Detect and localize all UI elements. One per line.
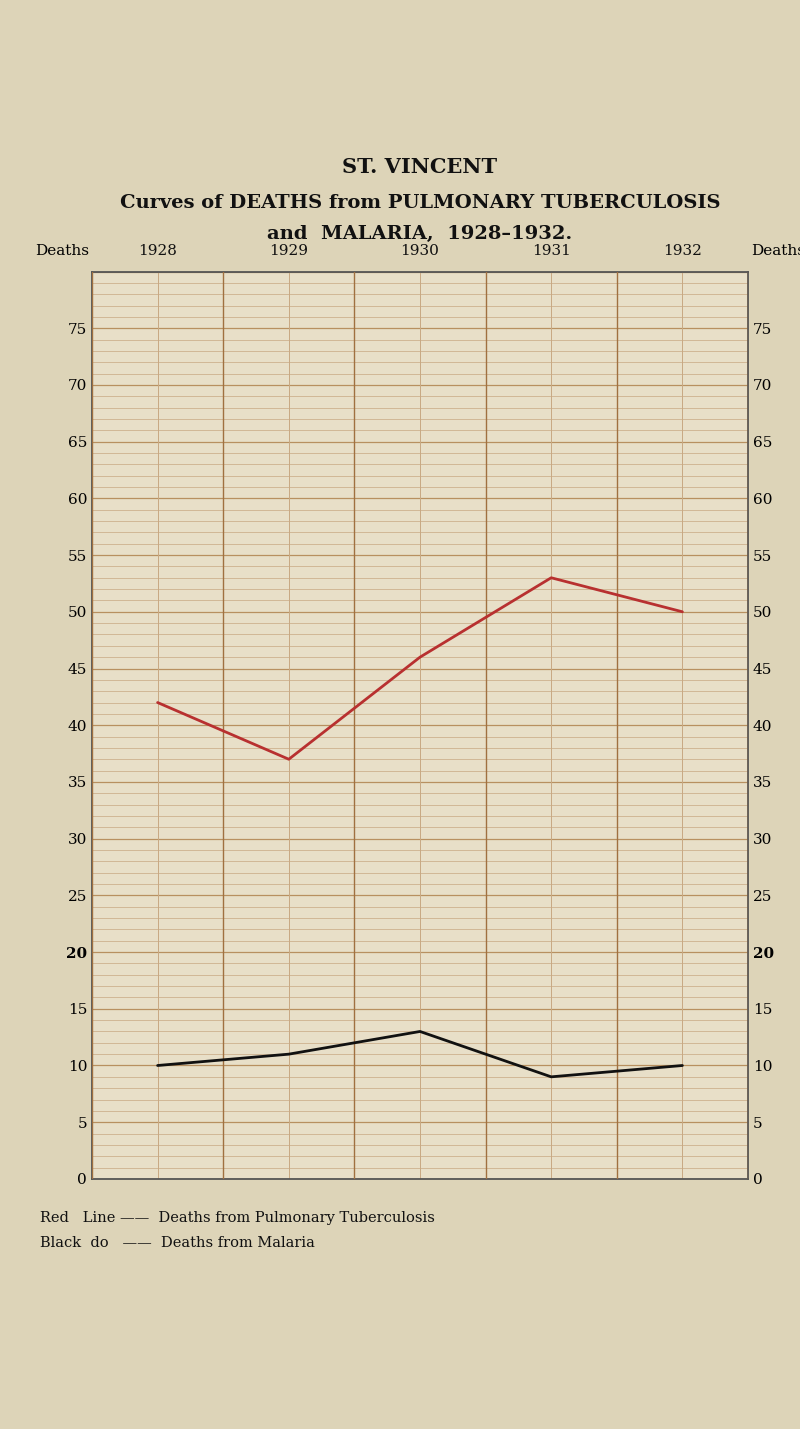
Text: 1929: 1929 (270, 244, 308, 257)
Text: and  MALARIA,  1928–1932.: and MALARIA, 1928–1932. (267, 226, 573, 243)
Text: Deaths: Deaths (751, 244, 800, 257)
Text: ST. VINCENT: ST. VINCENT (342, 157, 498, 177)
Text: Curves of DEATHS from PULMONARY TUBERCULOSIS: Curves of DEATHS from PULMONARY TUBERCUL… (120, 194, 720, 211)
Text: 1932: 1932 (663, 244, 702, 257)
Text: Red   Line ——  Deaths from Pulmonary Tuberculosis: Red Line —— Deaths from Pulmonary Tuberc… (40, 1210, 435, 1225)
Text: Black  do   ——  Deaths from Malaria: Black do —— Deaths from Malaria (40, 1236, 315, 1250)
Text: Deaths: Deaths (35, 244, 89, 257)
Text: 1928: 1928 (138, 244, 177, 257)
Text: 1931: 1931 (532, 244, 570, 257)
Text: 1930: 1930 (401, 244, 439, 257)
